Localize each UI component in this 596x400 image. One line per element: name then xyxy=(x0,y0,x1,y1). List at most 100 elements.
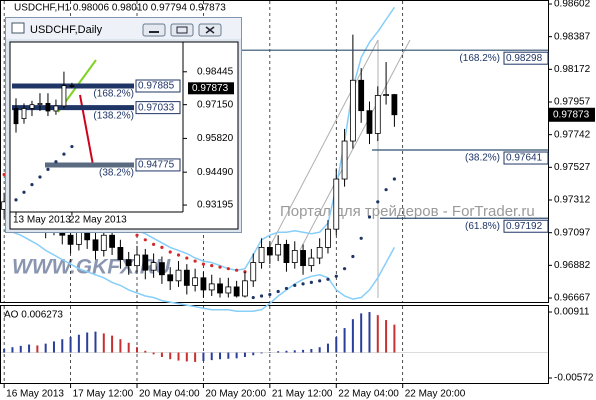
ao-bar xyxy=(277,351,280,353)
y-tick-label: 0.93195 xyxy=(197,200,234,211)
sar-dot xyxy=(210,264,214,268)
candle-body xyxy=(217,283,223,294)
ao-bar xyxy=(3,348,6,353)
candle-body xyxy=(333,178,340,230)
candle-body xyxy=(250,262,257,282)
ao-bar xyxy=(185,352,188,362)
sar-dot xyxy=(70,144,74,149)
price-box xyxy=(135,158,181,172)
inset-window: USDCHF,Daily 0.98445 0.97150 0.95820 0.9449… xyxy=(5,17,242,233)
ao-bar xyxy=(61,339,64,353)
ao-bar xyxy=(28,344,31,353)
candle-body xyxy=(142,254,149,271)
y-tick-label: -0.00572 xyxy=(554,373,594,384)
candle-body xyxy=(67,234,74,245)
ao-bar xyxy=(111,335,114,353)
sar-dot xyxy=(268,292,272,297)
price-box xyxy=(503,51,549,65)
candle-body xyxy=(291,250,298,263)
candle-body xyxy=(242,280,248,297)
sar-dot xyxy=(218,265,222,269)
y-tick-label: 0.97097 xyxy=(554,227,591,238)
watermark: Портал для трейдеров - ForTrader.ru xyxy=(280,203,535,220)
candle-body xyxy=(349,79,356,142)
main-panel-frame xyxy=(0,0,549,303)
current-price-label: 0.97873 xyxy=(192,83,229,94)
maximize-button[interactable] xyxy=(170,23,194,37)
fib-label: (168.2%) xyxy=(93,89,134,100)
ao-bar xyxy=(285,350,288,353)
fib-label: (138.2%) xyxy=(93,110,134,121)
ao-bar xyxy=(252,352,255,356)
sar-dot xyxy=(38,175,42,179)
ao-bar xyxy=(136,347,138,353)
y-tick-label: 0.97312 xyxy=(554,195,591,206)
candle-body xyxy=(53,105,59,112)
sar-dot xyxy=(168,250,172,254)
sar-dot xyxy=(22,190,26,194)
sar-dot xyxy=(176,253,181,257)
price-box-label: 0.94775 xyxy=(138,160,175,171)
ao-bar xyxy=(169,352,172,360)
y-tick-label: 0.98387 xyxy=(554,31,591,42)
candle-body xyxy=(134,254,140,267)
ao-bar xyxy=(119,339,122,353)
y-tick-label: 0.98172 xyxy=(554,64,591,75)
ao-bar xyxy=(44,343,47,353)
ao-bar xyxy=(86,332,89,353)
ao-bar xyxy=(19,345,22,353)
candle-body xyxy=(167,274,174,282)
candle-body xyxy=(117,247,124,260)
window-icon xyxy=(11,22,25,34)
sar-dot xyxy=(376,200,380,204)
candle-body xyxy=(300,250,306,267)
minimize-button[interactable] xyxy=(142,23,166,37)
sar-dot xyxy=(276,289,280,294)
ao-bar xyxy=(268,352,271,353)
sar-dot xyxy=(284,286,289,291)
current-price-box xyxy=(549,107,595,122)
sar-dot xyxy=(62,152,66,156)
sar-dot xyxy=(193,259,197,263)
ao-bar xyxy=(385,320,388,353)
candle-body xyxy=(374,95,381,134)
ao-bar xyxy=(302,349,305,353)
y-tick-label: 0.98445 xyxy=(197,66,234,77)
candle-body xyxy=(283,243,290,263)
candle-body xyxy=(61,85,67,107)
ao-bar xyxy=(210,352,213,361)
candle-body xyxy=(233,286,240,297)
ao-bar xyxy=(235,352,238,359)
price-box-label: 0.97885 xyxy=(138,81,175,92)
candle-body xyxy=(21,108,27,120)
ao-bar xyxy=(368,312,371,353)
y-tick-label: 0.94490 xyxy=(197,167,234,178)
sar-dot xyxy=(309,280,313,284)
sar-dot xyxy=(342,267,347,271)
candle-body xyxy=(192,277,199,286)
candle-body xyxy=(391,94,398,116)
candle-body xyxy=(13,108,19,125)
ao-bar xyxy=(343,328,346,353)
sar-dot xyxy=(143,238,147,242)
y-tick-label: 0.97742 xyxy=(554,129,591,140)
sar-dot xyxy=(334,274,338,278)
price-box-label: 0.97641 xyxy=(506,153,543,164)
sar-dot xyxy=(367,215,372,219)
ao-bar xyxy=(202,352,205,361)
current-price-box xyxy=(188,82,234,95)
sar-dot xyxy=(201,262,206,266)
candle-body xyxy=(358,79,365,112)
x-tick-label: 13 May 2013 xyxy=(13,215,71,226)
sar-dot xyxy=(152,242,156,246)
candle-body xyxy=(150,262,157,271)
price-box xyxy=(135,79,181,93)
y-tick-label: 0.97150 xyxy=(197,99,234,110)
candle-body xyxy=(208,283,215,291)
y-tick-label: 0.96667 xyxy=(554,293,591,304)
candle-body xyxy=(366,110,373,134)
trend-line xyxy=(267,39,379,251)
chart-header: USDCHF,H1 0.98006 0.98010 0.97794 0.9787… xyxy=(14,3,226,14)
ao-bar xyxy=(144,350,147,353)
